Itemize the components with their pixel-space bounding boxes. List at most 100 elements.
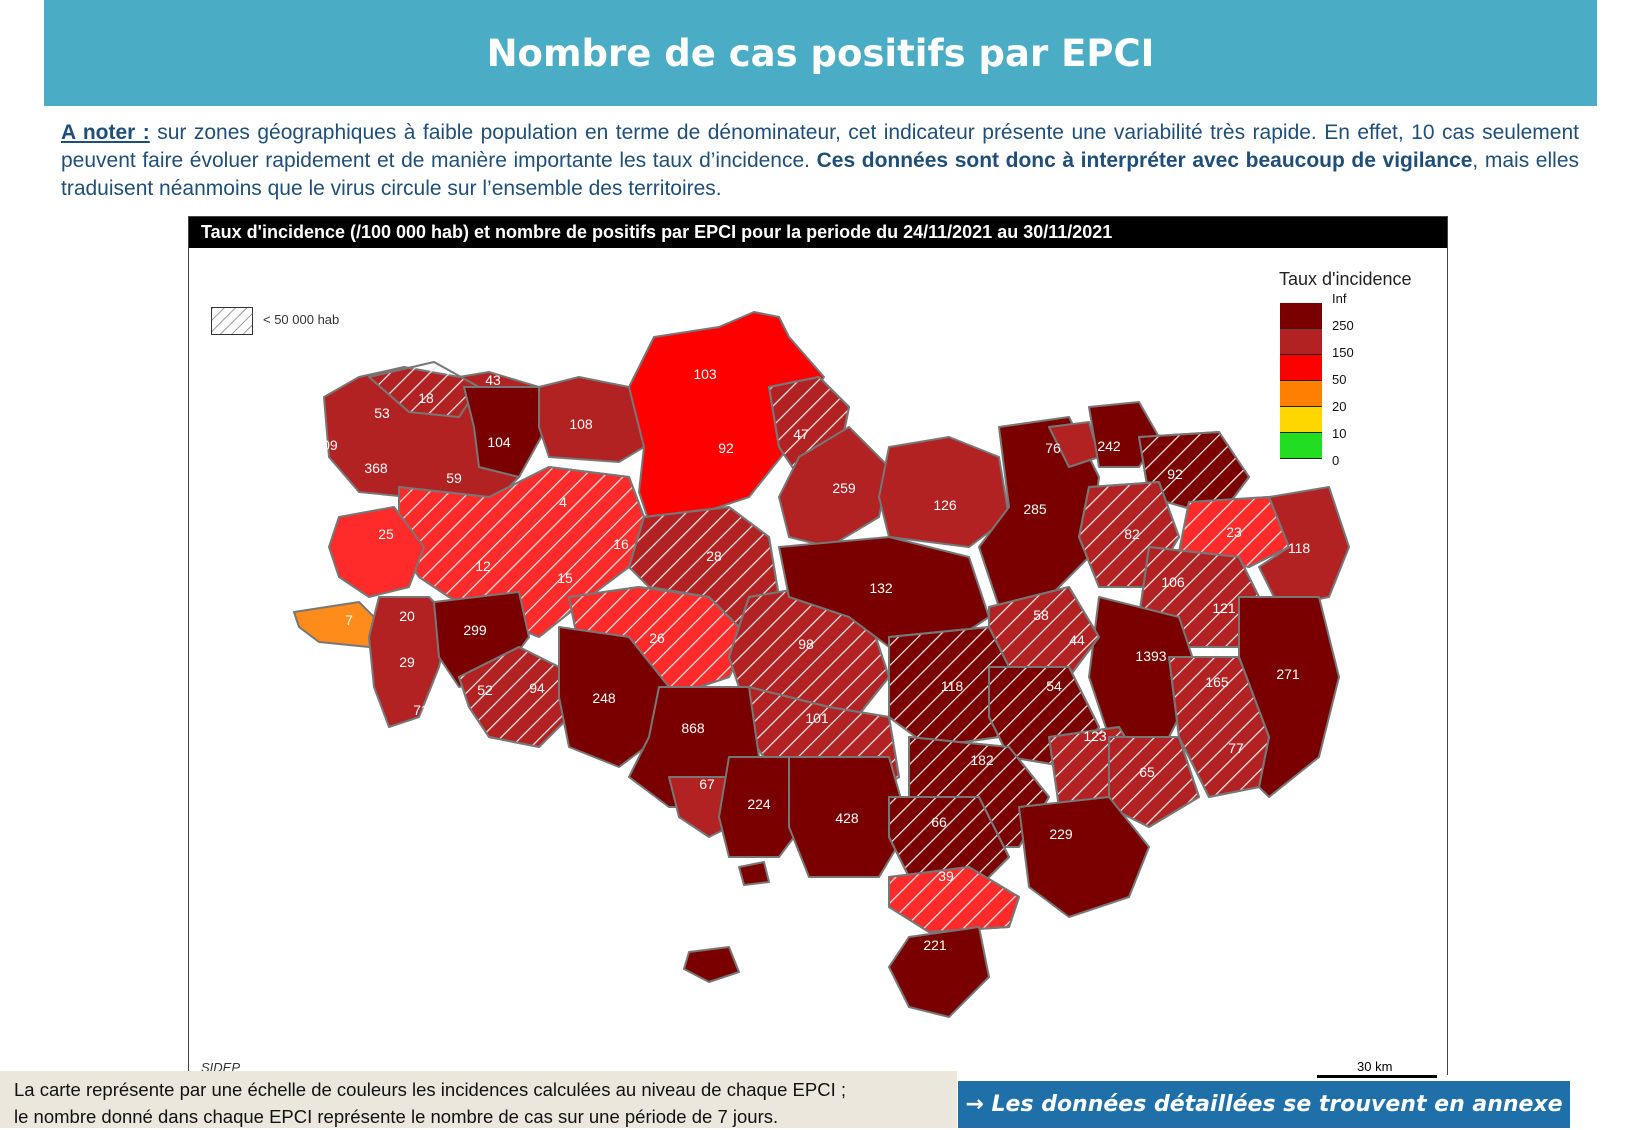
epci-count-label: 7 (345, 612, 353, 628)
legend-swatch-250 (1280, 329, 1322, 355)
epci-count-label: 118 (1288, 540, 1311, 556)
legend-label-250: 250 (1332, 318, 1354, 333)
epci-region (788, 756, 910, 878)
epci-count-label: 67 (699, 776, 715, 792)
epci-count-label: 82 (1124, 526, 1140, 542)
note-label: A noter : (61, 121, 150, 144)
epci-count-label: 109 (314, 437, 338, 453)
map-caption: La carte représente par une échelle de c… (0, 1071, 957, 1128)
epci-count-label: 66 (931, 814, 947, 830)
legend-title: Taux d'incidence (1279, 269, 1412, 289)
legend-label-20: 20 (1332, 399, 1347, 414)
epci-count-label: 76 (1045, 440, 1061, 456)
epci-count-label: 165 (1205, 674, 1229, 690)
epci-count-label: 1393 (1135, 648, 1166, 664)
caption-line-2: le nombre donné dans chaque EPCI représe… (14, 1106, 779, 1127)
hatch-legend-swatch (211, 307, 253, 335)
epci-count-label: 868 (681, 720, 705, 736)
epci-count-label: 248 (592, 690, 616, 706)
epci-count-label: 428 (835, 810, 859, 826)
epci-count-label: 26 (649, 630, 665, 646)
epci-count-label: 25 (378, 526, 394, 542)
epci-count-label: 71 (413, 702, 429, 718)
epci-count-label: 4 (559, 494, 567, 510)
epci-count-label: 43 (485, 372, 501, 388)
epci-region (328, 506, 425, 598)
legend-swatch-50 (1280, 381, 1322, 407)
note-text-1: sur zones géographiques à faible populat… (61, 121, 1579, 172)
epci-count-label: 106 (1161, 574, 1185, 590)
epci-count-label: 182 (970, 752, 994, 768)
epci-count-label: 121 (1212, 600, 1236, 616)
epci-region (738, 861, 770, 886)
epci-count-label: 44 (1069, 632, 1085, 648)
epci-count-label: 94 (529, 680, 545, 696)
epci-region (1108, 736, 1200, 828)
epci-count-label: 58 (1033, 607, 1049, 623)
epci-count-label: 54 (1046, 678, 1062, 694)
epci-count-label: 23 (1226, 524, 1242, 540)
epci-count-label: 126 (933, 497, 957, 513)
scale-bar: 30 km (1317, 1059, 1437, 1078)
page-banner: Nombre de cas positifs par EPCI (44, 0, 1597, 106)
epci-count-label: 20 (399, 608, 415, 624)
epci-count-label: 16 (613, 536, 629, 552)
epci-region (683, 946, 740, 983)
epci-count-label: 299 (463, 622, 487, 638)
epci-count-label: 92 (1167, 466, 1183, 482)
epci-count-label: 59 (446, 470, 462, 486)
annexe-link[interactable]: → Les données détaillées se trouvent en … (958, 1081, 1570, 1128)
note-bold: Ces données sont donc à interpréter avec… (816, 149, 1473, 172)
epci-count-label: 229 (1049, 826, 1073, 842)
note-text-2: , mais elles traduisent néanmoins que le… (61, 149, 1579, 200)
epci-count-label: 39 (938, 868, 954, 884)
epci-count-label: 28 (706, 548, 722, 564)
epci-count-label: 368 (364, 460, 388, 476)
note-paragraph: A noter : sur zones géographiques à faib… (61, 119, 1579, 203)
scale-label: 30 km (1357, 1059, 1393, 1074)
epci-count-label: 103 (693, 366, 717, 382)
epci-count-label: 47 (793, 426, 809, 442)
hatch-legend-label: < 50 000 hab (263, 312, 340, 327)
epci-count-label: 12 (475, 558, 491, 574)
epci-count-label: 29 (399, 654, 415, 670)
epci-count-label: 242 (1097, 438, 1121, 454)
epci-count-label: 18 (418, 390, 434, 406)
caption-line-1: La carte représente par une échelle de c… (14, 1079, 846, 1100)
epci-count-label: 271 (1276, 666, 1300, 682)
epci-region (458, 646, 580, 748)
epci-count-label: 118 (941, 678, 964, 694)
epci-count-label: 123 (1083, 728, 1107, 744)
epci-region (1178, 496, 1290, 568)
color-legend (1280, 303, 1322, 459)
epci-region (878, 436, 1010, 548)
legend-label-50: 50 (1332, 372, 1347, 387)
legend-label-150: 150 (1332, 345, 1354, 360)
brittany-map: 103 92 47 108 104 43 18 53 109 368 59 4 16 28 259 126 28… (293, 311, 1350, 1018)
map-header: Taux d'incidence (/100 000 hab) et nombr… (189, 217, 1447, 248)
legend-swatch-20 (1280, 407, 1322, 433)
epci-count-label: 92 (718, 440, 734, 456)
epci-count-label: 221 (923, 937, 947, 953)
legend-swatch-150 (1280, 355, 1322, 381)
map-frame: Taux d'incidence (/100 000 hab) et nombr… (188, 216, 1448, 1078)
legend-label-0: 0 (1332, 453, 1340, 468)
epci-count-label: 53 (374, 405, 390, 421)
legend-label-inf: Inf (1332, 291, 1347, 306)
legend-swatch-10 (1280, 433, 1322, 459)
epci-count-label: 15 (557, 570, 573, 586)
scale-line (1317, 1075, 1437, 1078)
epci-count-label: 101 (805, 710, 829, 726)
epci-region (538, 376, 645, 463)
epci-count-label: 104 (487, 434, 511, 450)
epci-count-label: 259 (832, 480, 856, 496)
page-title: Nombre de cas positifs par EPCI (486, 31, 1155, 75)
epci-region (888, 866, 1020, 933)
epci-count-label: 98 (798, 636, 814, 652)
legend-swatch-inf (1280, 303, 1322, 329)
epci-region (1018, 796, 1150, 918)
epci-count-label: 285 (1023, 501, 1047, 517)
epci-region (778, 426, 890, 548)
epci-count-label: 224 (747, 796, 771, 812)
epci-region (888, 926, 990, 1018)
